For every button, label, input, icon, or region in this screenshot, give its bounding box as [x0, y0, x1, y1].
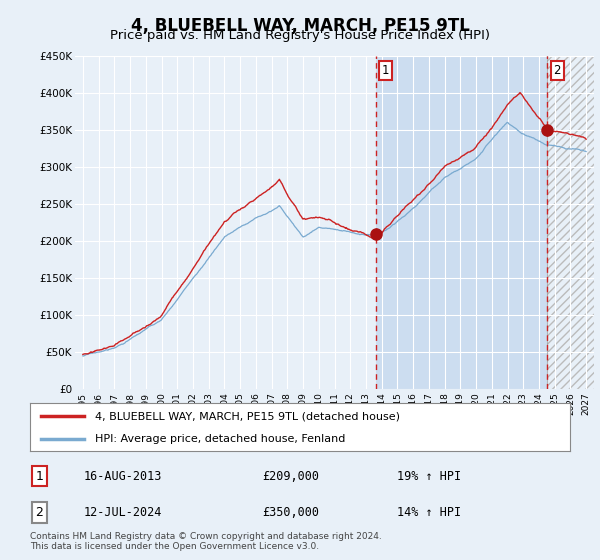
Bar	[547, 56, 594, 389]
Bar	[376, 56, 547, 389]
Text: 12-JUL-2024: 12-JUL-2024	[84, 506, 163, 519]
Text: £350,000: £350,000	[262, 506, 319, 519]
Text: Contains HM Land Registry data © Crown copyright and database right 2024.
This d: Contains HM Land Registry data © Crown c…	[30, 532, 382, 552]
Text: 19% ↑ HPI: 19% ↑ HPI	[397, 469, 461, 483]
Text: 1: 1	[382, 64, 389, 77]
Bar	[547, 56, 594, 389]
Text: 16-AUG-2013: 16-AUG-2013	[84, 469, 163, 483]
Text: 4, BLUEBELL WAY, MARCH, PE15 9TL: 4, BLUEBELL WAY, MARCH, PE15 9TL	[131, 17, 469, 35]
Text: Price paid vs. HM Land Registry's House Price Index (HPI): Price paid vs. HM Land Registry's House …	[110, 29, 490, 42]
Text: 2: 2	[35, 506, 43, 519]
Text: £209,000: £209,000	[262, 469, 319, 483]
Text: 1: 1	[35, 469, 43, 483]
Text: 4, BLUEBELL WAY, MARCH, PE15 9TL (detached house): 4, BLUEBELL WAY, MARCH, PE15 9TL (detach…	[95, 411, 400, 421]
Text: 2: 2	[554, 64, 561, 77]
Text: HPI: Average price, detached house, Fenland: HPI: Average price, detached house, Fenl…	[95, 434, 345, 444]
Bar	[547, 56, 594, 389]
Text: 14% ↑ HPI: 14% ↑ HPI	[397, 506, 461, 519]
